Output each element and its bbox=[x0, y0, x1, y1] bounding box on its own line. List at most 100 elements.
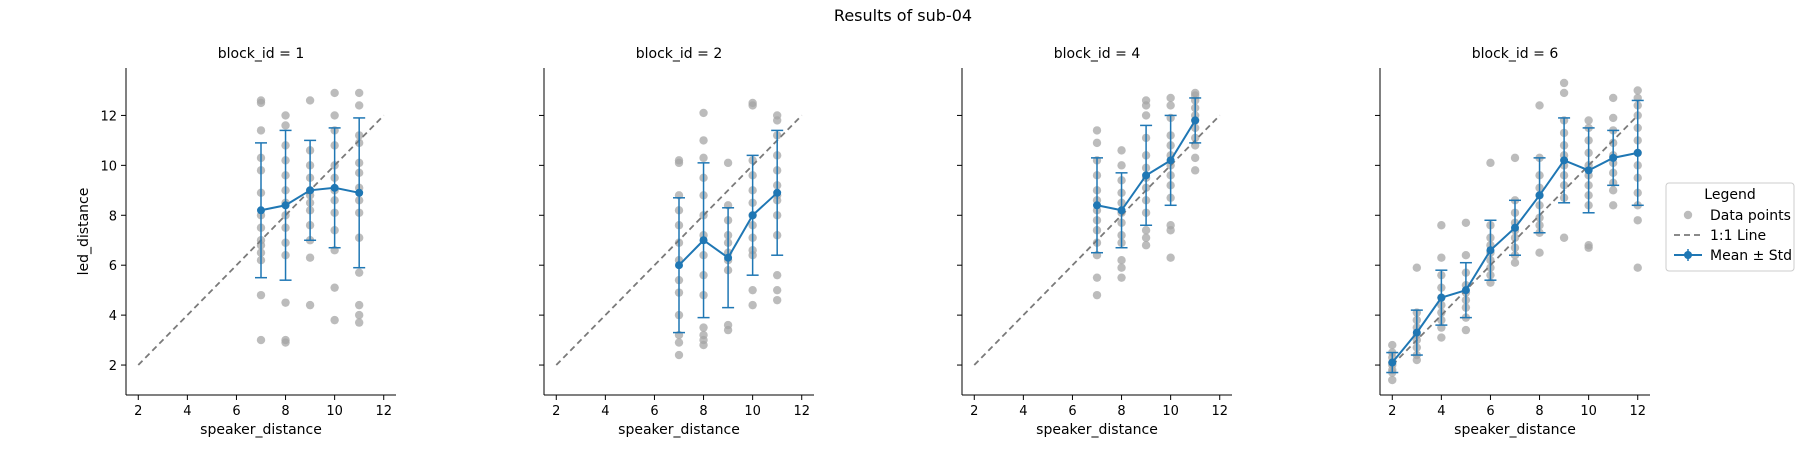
panel-block-3: block_id = 4 2 4 6 8 10 12 speaker_distance bbox=[957, 46, 1232, 438]
x-tick-label: 6 bbox=[650, 404, 658, 419]
x-tick-label: 10 bbox=[744, 404, 761, 419]
x-tick-label: 6 bbox=[1068, 404, 1076, 419]
mean-marker bbox=[1191, 116, 1200, 125]
data-point bbox=[1535, 101, 1544, 110]
x-tick-label: 12 bbox=[1211, 404, 1228, 419]
error-bars bbox=[1386, 99, 1644, 374]
data-point bbox=[1461, 251, 1471, 260]
data-point bbox=[281, 111, 290, 120]
mean-marker bbox=[1166, 156, 1175, 165]
data-point bbox=[1535, 248, 1544, 257]
mean-marker bbox=[1511, 223, 1519, 232]
data-point bbox=[1437, 221, 1446, 230]
data-point bbox=[699, 136, 708, 145]
data-point bbox=[354, 101, 364, 110]
data-point bbox=[1437, 333, 1446, 342]
data-point bbox=[699, 108, 708, 118]
data-point bbox=[1092, 126, 1102, 135]
x-tick-label: 2 bbox=[552, 404, 560, 419]
y-axis-label: led_distance bbox=[76, 188, 92, 276]
data-point bbox=[1584, 116, 1593, 125]
data-point bbox=[281, 338, 290, 347]
data-point bbox=[354, 88, 364, 98]
data-point bbox=[699, 153, 708, 163]
data-point bbox=[1117, 256, 1126, 265]
mean-marker bbox=[1412, 328, 1421, 337]
data-point bbox=[1190, 153, 1200, 163]
panel-block-1: block_id = 1 2 4 6 8 10 12 2 4 6 8 10 12 speaker_dist… bbox=[76, 46, 396, 438]
mean-marker bbox=[675, 261, 683, 270]
data-point bbox=[256, 290, 266, 300]
data-point bbox=[1388, 340, 1397, 350]
mean-marker bbox=[699, 236, 708, 245]
x-tick-label: 10 bbox=[1162, 404, 1179, 419]
data-point bbox=[1559, 233, 1569, 242]
data-point bbox=[1166, 93, 1175, 103]
data-point bbox=[723, 158, 733, 168]
data-point bbox=[354, 318, 364, 327]
y-tick-label: 6 bbox=[109, 259, 117, 274]
data-point bbox=[1141, 241, 1151, 250]
data-point bbox=[1608, 201, 1618, 210]
data-point bbox=[256, 335, 266, 345]
data-point bbox=[1461, 218, 1471, 227]
mean-marker bbox=[1486, 246, 1495, 255]
data-point bbox=[1117, 146, 1126, 155]
mean-marker bbox=[330, 183, 339, 192]
mean-marker bbox=[1142, 171, 1151, 180]
data-point bbox=[1608, 186, 1618, 195]
mean-marker bbox=[306, 186, 315, 195]
data-point bbox=[1117, 273, 1126, 282]
data-point bbox=[1092, 138, 1102, 148]
panel-block-4: block_id = 6 2 4 6 8 10 12 speaker_distance bbox=[1375, 46, 1650, 438]
data-point bbox=[1608, 113, 1618, 123]
mean-marker bbox=[355, 188, 364, 197]
legend: Legend Data points 1:1 Line Mean ± Std bbox=[1665, 182, 1795, 272]
data-point bbox=[305, 96, 315, 105]
data-point bbox=[674, 158, 684, 168]
mean-marker bbox=[1560, 156, 1569, 165]
x-axis-label: speaker_distance bbox=[618, 422, 740, 438]
mean-marker bbox=[1633, 148, 1642, 157]
mean-marker bbox=[748, 211, 757, 220]
x-axis-label: speaker_distance bbox=[200, 422, 322, 438]
y-tick-label: 4 bbox=[109, 309, 117, 324]
y-tick-label: 12 bbox=[100, 109, 117, 124]
mean-marker bbox=[1609, 153, 1618, 162]
figure-title: Results of sub-04 bbox=[834, 6, 972, 25]
data-point bbox=[772, 270, 782, 280]
data-point bbox=[1117, 161, 1126, 170]
mean-marker bbox=[1093, 201, 1101, 210]
data-point bbox=[1412, 355, 1422, 365]
data-point bbox=[330, 315, 339, 325]
data-point bbox=[1486, 158, 1495, 168]
data-point bbox=[772, 116, 782, 125]
data-point bbox=[1584, 243, 1593, 252]
y-tick-label: 2 bbox=[109, 359, 117, 374]
data-point bbox=[1559, 88, 1569, 98]
data-point bbox=[748, 101, 757, 110]
data-point bbox=[772, 285, 782, 295]
x-tick-label: 12 bbox=[793, 404, 810, 419]
data-point bbox=[1117, 263, 1126, 272]
x-tick-label: 10 bbox=[326, 404, 343, 419]
data-point bbox=[281, 121, 290, 130]
data-point bbox=[1141, 111, 1151, 120]
y-tick-label: 10 bbox=[100, 159, 117, 174]
data-point bbox=[748, 285, 757, 295]
data-point bbox=[1141, 101, 1151, 110]
data-point bbox=[330, 283, 339, 292]
data-point bbox=[281, 298, 290, 307]
panel-title: block_id = 4 bbox=[1054, 46, 1141, 62]
data-point bbox=[1388, 375, 1397, 385]
mean-marker bbox=[724, 253, 733, 262]
data-point bbox=[1510, 258, 1520, 267]
x-tick-label: 8 bbox=[699, 404, 707, 419]
x-tick-label: 4 bbox=[183, 404, 191, 419]
data-point bbox=[1437, 253, 1446, 262]
mean-marker bbox=[281, 201, 290, 210]
legend-frame bbox=[1665, 182, 1795, 272]
mean-marker bbox=[1437, 293, 1446, 302]
data-point bbox=[1166, 226, 1175, 235]
data-point bbox=[330, 111, 339, 120]
